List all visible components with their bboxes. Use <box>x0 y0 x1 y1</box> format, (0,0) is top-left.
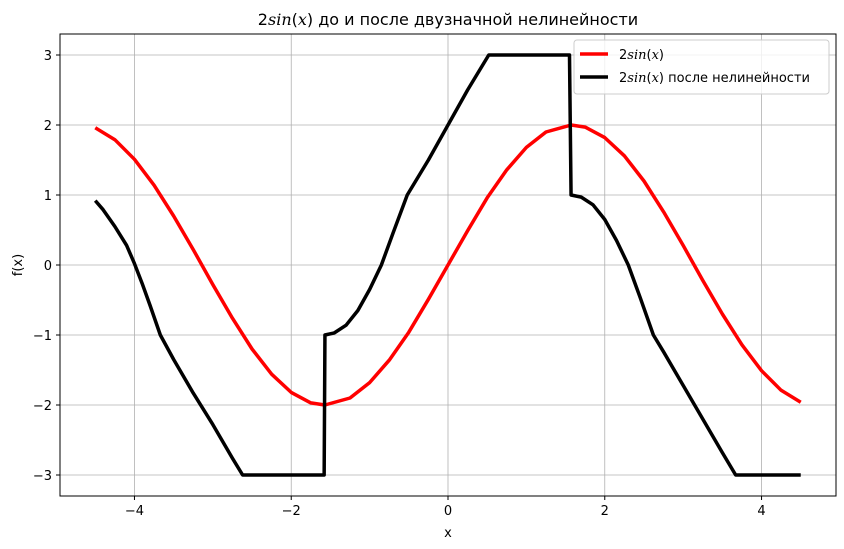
plot-frame <box>59 33 837 497</box>
x-tick-label: 4 <box>757 504 765 519</box>
chart-title: 2sin(x) до и после двузначной нелинейнос… <box>258 10 638 29</box>
series-layer <box>93 53 802 477</box>
y-tick-label: −2 <box>33 399 52 414</box>
x-axis-label: x <box>444 526 452 541</box>
y-tick-label: 2 <box>44 119 52 134</box>
axis-ticks: −4 −2 0 2 4 −3 −2 −1 0 1 2 3 <box>33 49 766 519</box>
x-tick-label: 0 <box>444 504 452 519</box>
x-tick-label: −2 <box>282 504 301 519</box>
legend-label-sin: 2sin(x) <box>619 48 664 63</box>
y-axis-label: f(x) <box>11 254 26 276</box>
y-tick-label: 3 <box>44 49 52 64</box>
y-tick-label: 1 <box>44 189 52 204</box>
legend-label-nonlinear: 2sin(x) после нелинейности <box>619 71 810 86</box>
x-tick-label: 2 <box>601 504 609 519</box>
y-tick-label: 0 <box>44 259 52 274</box>
series-line-nonlinear <box>93 53 801 477</box>
legend-box <box>573 39 830 95</box>
series-line-sin <box>94 123 802 407</box>
y-tick-label: −1 <box>33 329 52 344</box>
legend: 2sin(x) 2sin(x) после нелинейности <box>573 39 830 95</box>
y-tick-label: −3 <box>33 469 52 484</box>
x-tick-label: −4 <box>125 504 144 519</box>
